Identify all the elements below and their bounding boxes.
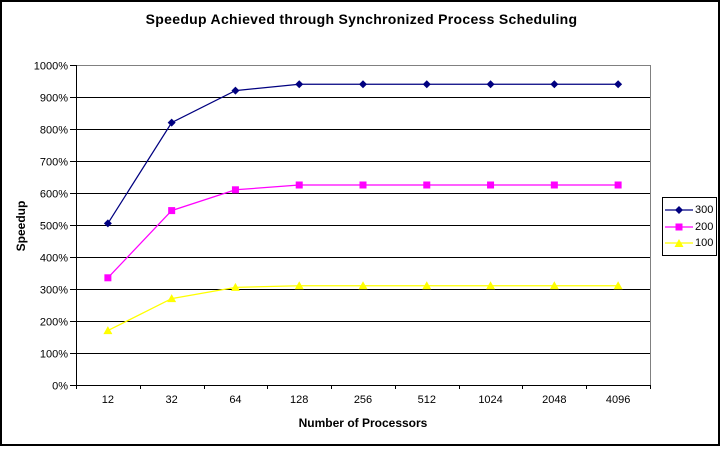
legend-label-100: 100 (695, 237, 714, 250)
y-tick-label: 300% (40, 285, 68, 297)
series-100-triangle-marker (294, 281, 304, 290)
x-tick-label: 2048 (542, 394, 566, 406)
y-tick-label: 100% (40, 349, 68, 361)
y-tick-label: 700% (40, 157, 68, 169)
series-300-diamond-marker (359, 80, 367, 89)
series-200-square-marker (104, 274, 112, 282)
y-tick-label: 900% (40, 93, 68, 105)
series-300-diamond-marker (614, 80, 623, 89)
y-tick-label: 500% (40, 221, 68, 233)
series-300-diamond-marker (486, 80, 495, 89)
x-axis-title: Number of Processors (298, 416, 428, 430)
chart-title: Speedup Achieved through Synchronized Pr… (145, 11, 578, 27)
y-tick-label: 400% (40, 253, 68, 265)
series-100-triangle-marker (613, 281, 623, 290)
series-200-square-marker (168, 207, 176, 215)
y-axis-title: Speedup (14, 200, 28, 252)
legend-label-200: 200 (695, 220, 714, 233)
y-tick-label: 200% (40, 317, 68, 329)
x-tick-label: 128 (290, 394, 308, 406)
series-200-square-marker (295, 181, 303, 189)
x-tick-label: 256 (354, 394, 372, 406)
series-200-square-marker (359, 181, 367, 189)
series-100-triangle-marker (167, 294, 177, 303)
series-100-triangle-marker (422, 281, 432, 290)
y-tick-label: 600% (40, 189, 68, 201)
series-100-triangle-marker (230, 282, 240, 291)
series-200-square-marker (550, 181, 558, 189)
legend-label-300: 300 (695, 203, 714, 216)
series-100-triangle-marker (486, 281, 496, 290)
series-100-triangle-marker (358, 281, 368, 290)
series-300-diamond-marker (550, 80, 559, 89)
y-tick-label: 1000% (34, 61, 68, 73)
series-300-diamond-marker (422, 80, 431, 89)
x-tick-label: 1024 (478, 394, 502, 406)
legend-marker-100-triangle-icon (665, 239, 693, 248)
series-300-diamond-marker (103, 219, 112, 228)
series-200-square-marker (423, 181, 431, 189)
x-tick-label: 512 (418, 394, 436, 406)
series-100-triangle-marker (103, 326, 113, 335)
legend-marker-200-square-icon (665, 223, 693, 230)
series-200-square-marker (231, 186, 239, 194)
series-300-diamond-marker (167, 118, 176, 127)
x-tick-label: 32 (166, 394, 178, 406)
x-tick-label: 64 (229, 394, 241, 406)
series-200-square-marker (614, 181, 622, 189)
x-tick-label: 4096 (606, 394, 630, 406)
legend: 300 200 100 (662, 197, 717, 256)
legend-entry-200: 200 (663, 221, 716, 233)
legend-marker-300-diamond-icon (665, 205, 693, 214)
y-tick-label: 800% (40, 125, 68, 137)
series-100-triangle-marker (549, 281, 559, 290)
series-300-diamond-marker (231, 86, 240, 95)
series-300-diamond-marker (295, 80, 304, 89)
legend-entry-300: 300 (663, 204, 716, 216)
legend-entry-100: 100 (663, 237, 716, 249)
series-200-square-marker (487, 181, 495, 189)
y-tick-label: 0% (52, 381, 68, 393)
x-tick-label: 12 (102, 394, 114, 406)
